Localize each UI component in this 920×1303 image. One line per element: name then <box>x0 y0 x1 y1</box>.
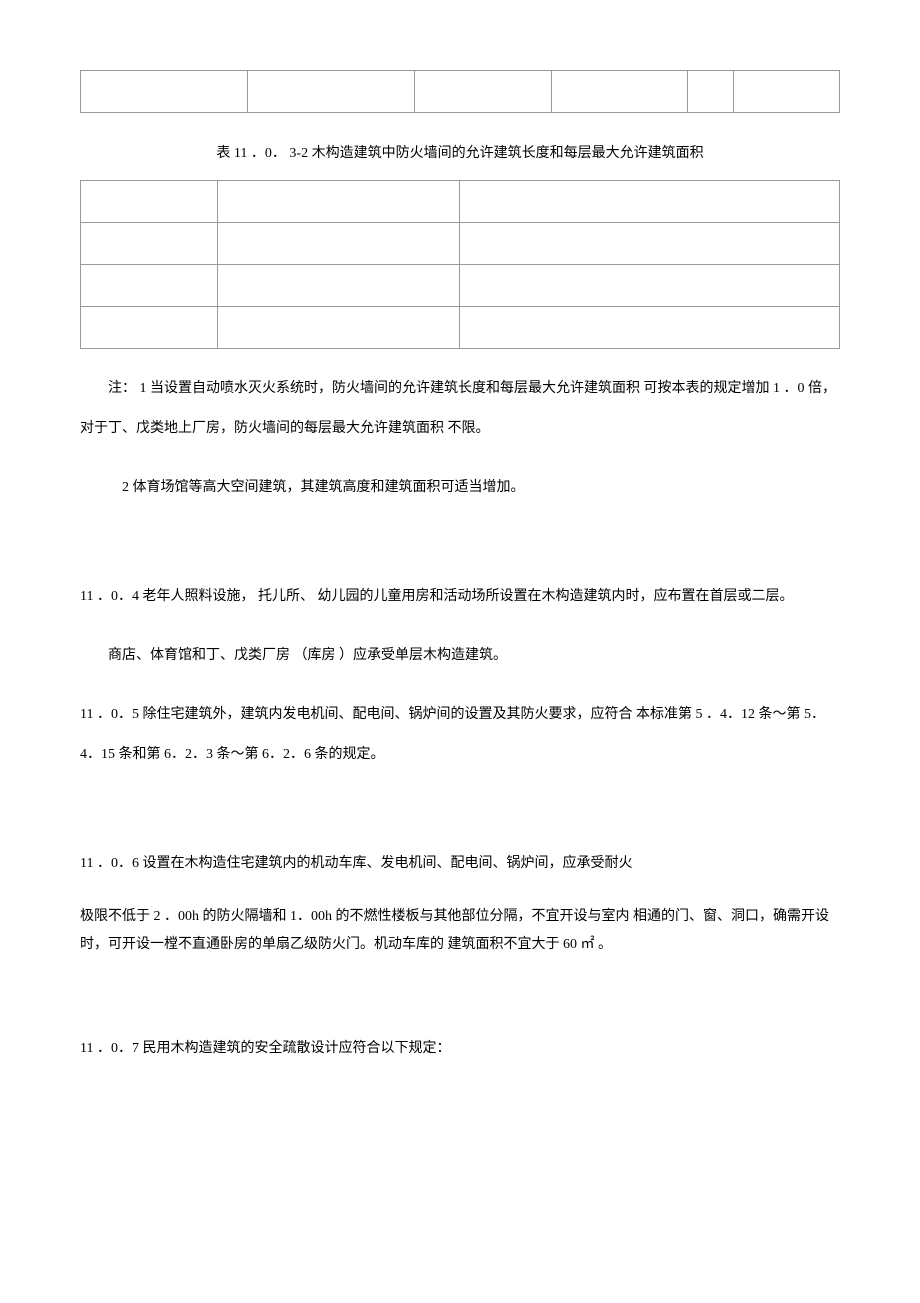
cell <box>460 307 840 349</box>
table-row <box>81 307 840 349</box>
clause-11-0-6-b: 极限不低于 2 ．00h 的防火隔墙和 1．00h 的不燃性楼板与其他部位分隔，… <box>80 903 840 959</box>
cell <box>81 71 248 113</box>
table-row <box>81 181 840 223</box>
cell <box>81 223 218 265</box>
cell <box>551 71 688 113</box>
cell <box>460 181 840 223</box>
cell <box>460 265 840 307</box>
table-row <box>81 71 840 113</box>
table-2 <box>80 180 840 349</box>
note-1: 注： 1 当设置自动喷水灭火系统时，防火墙间的允许建筑长度和每层最大允许建筑面积… <box>80 369 840 447</box>
table-2-caption: 表 11 ．0． 3-2 木构造建筑中防火墙间的允许建筑长度和每层最大允许建筑面… <box>80 143 840 165</box>
table-row <box>81 265 840 307</box>
clause-11-0-4-b: 商店、体育馆和丁、戊类厂房 （库房 ）应承受单层木构造建筑。 <box>80 636 840 675</box>
cell <box>217 307 460 349</box>
cell <box>81 307 218 349</box>
clause-11-0-7: 11 ．0．7 民用木构造建筑的安全疏散设计应符合以下规定： <box>80 1029 840 1068</box>
cell <box>81 181 218 223</box>
note-2: 2 体育场馆等高大空间建筑，其建筑高度和建筑面积可适当增加。 <box>80 468 840 507</box>
cell <box>460 223 840 265</box>
cell <box>733 71 839 113</box>
cell <box>414 71 551 113</box>
table-row <box>81 223 840 265</box>
cell <box>217 181 460 223</box>
cell <box>81 265 218 307</box>
table-1 <box>80 70 840 113</box>
cell <box>688 71 734 113</box>
cell <box>217 223 460 265</box>
clause-11-0-5: 11 ．0．5 除住宅建筑外，建筑内发电机间、配电间、锅炉间的设置及其防火要求，… <box>80 695 840 773</box>
cell <box>247 71 414 113</box>
clause-11-0-4: 11 ．0．4 老年人照料设施， 托儿所、 幼儿园的儿童用房和活动场所设置在木构… <box>80 577 840 616</box>
cell <box>217 265 460 307</box>
clause-11-0-6-a: 11 ．0．6 设置在木构造住宅建筑内的机动车库、发电机间、配电间、锅炉间，应承… <box>80 844 840 883</box>
